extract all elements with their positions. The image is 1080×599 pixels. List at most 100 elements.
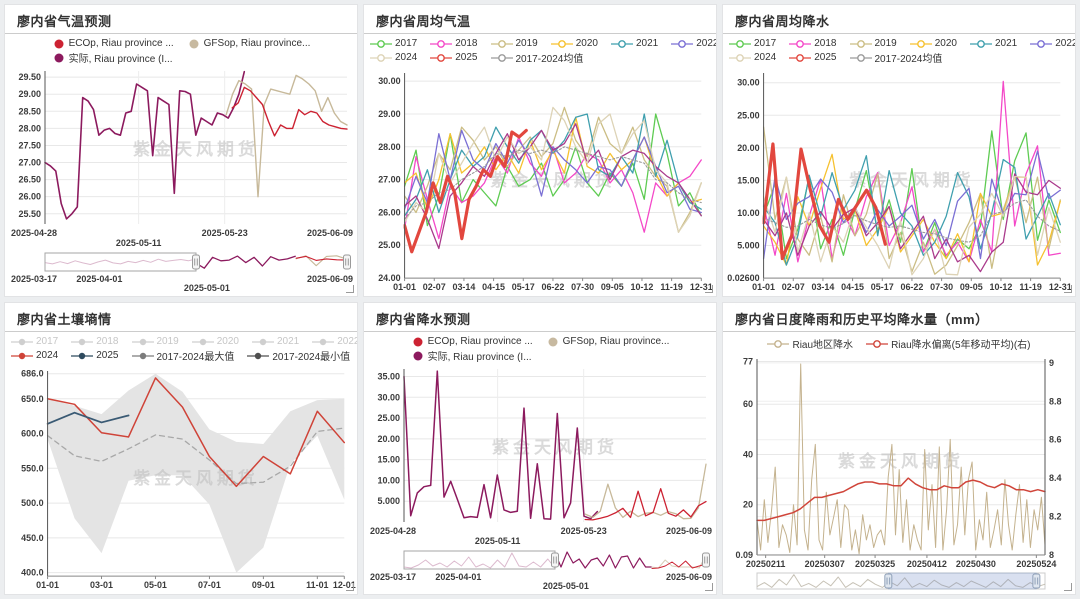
resize-handle-icon[interactable] xyxy=(705,583,713,591)
chart-canvas[interactable]: 紫金天风期货 29.50 29.00 28.50 28.00 27.50 27.00 26.5… xyxy=(5,65,357,295)
legend-marker-icon xyxy=(849,39,872,48)
legend-item[interactable]: 2021 xyxy=(252,336,299,347)
series-2025[interactable] xyxy=(403,128,528,254)
legend-marker-icon xyxy=(767,339,790,348)
legend-item[interactable]: 2020 xyxy=(191,336,239,347)
navigator-handle[interactable] xyxy=(1032,573,1041,589)
y-tick-label: 27.50 xyxy=(18,140,41,150)
series-mean[interactable] xyxy=(404,146,702,220)
series-2025[interactable] xyxy=(46,411,130,425)
legend-item[interactable]: 2022 xyxy=(671,38,717,49)
legend-item[interactable]: 2017 xyxy=(11,336,58,347)
legend-item[interactable]: 2020 xyxy=(909,38,957,49)
legend-item[interactable]: 2021 xyxy=(970,38,1017,49)
legend-marker-icon xyxy=(370,53,392,62)
legend-item[interactable]: 2024 xyxy=(729,50,776,65)
legend-item[interactable]: 2024 xyxy=(370,50,417,65)
series-mean[interactable] xyxy=(46,427,345,485)
chart-canvas[interactable]: 紫金天风期货35.0030.0025.0020.0015.0010.005.00… xyxy=(364,363,716,593)
resize-handle-icon[interactable] xyxy=(1064,285,1072,293)
navigator-mask-outline[interactable] xyxy=(44,252,197,272)
legend-item[interactable]: 2025 xyxy=(71,348,119,363)
legend-label: 2022 xyxy=(337,336,358,347)
series-precip[interactable] xyxy=(756,363,1046,555)
series-2024[interactable] xyxy=(403,106,702,233)
panel-temp-forecast: 廖内省气温预测 ECOp, Riau province ... GFSop, Ri… xyxy=(4,4,358,297)
series-2022[interactable] xyxy=(762,150,1061,260)
legend-item[interactable]: 2022 xyxy=(1030,38,1075,49)
navigator-handle[interactable] xyxy=(884,573,893,589)
y-tick-label: 25.00 xyxy=(377,413,400,423)
y2-tick-label: 9 xyxy=(1049,358,1054,368)
legend-item[interactable]: 2017-2024最大值 xyxy=(131,348,234,363)
series-2019[interactable] xyxy=(403,106,702,233)
legend-item[interactable]: 2025 xyxy=(430,50,478,65)
legend-item[interactable]: 2020 xyxy=(550,38,598,49)
legend-item[interactable]: 2017-2024均值 xyxy=(849,50,942,65)
legend-item[interactable]: 2019 xyxy=(131,336,179,347)
legend-item[interactable]: 实际, Riau province (I... xyxy=(411,348,532,363)
resize-handle-icon[interactable] xyxy=(705,285,713,293)
series-ECOp[interactable] xyxy=(231,86,348,137)
legend-item[interactable]: 2018 xyxy=(430,38,478,49)
legend-item[interactable]: 2018 xyxy=(71,336,119,347)
series-2021[interactable] xyxy=(762,155,1061,266)
series-2019[interactable] xyxy=(762,126,1061,275)
navigator-handle[interactable] xyxy=(343,254,351,270)
legend-marker-icon xyxy=(413,351,423,360)
series-2017[interactable] xyxy=(762,130,1061,260)
series-GFSop[interactable] xyxy=(584,463,707,520)
y-tick-label: 600.0 xyxy=(21,429,43,439)
legend-item[interactable]: 2019 xyxy=(849,38,897,49)
chart-canvas[interactable]: 紫金天风期货30.0029.0028.0027.0026.0025.0024.0… xyxy=(364,65,716,296)
series-2024[interactable] xyxy=(46,377,346,488)
series-ECOp[interactable] xyxy=(584,488,707,521)
legend-item[interactable]: 2025 xyxy=(789,50,837,65)
series-2024[interactable] xyxy=(762,175,1061,276)
y-tick-label: 0.02600 xyxy=(727,273,759,283)
series-actual[interactable] xyxy=(403,370,599,520)
legend-item[interactable]: 实际, Riau province (I... xyxy=(52,50,173,65)
legend-item[interactable]: 2017-2024均值 xyxy=(490,50,583,65)
x-tick-label: 20250325 xyxy=(855,559,895,569)
navigator-handle[interactable] xyxy=(702,552,710,568)
series-GFSop[interactable] xyxy=(225,74,348,198)
legend-item[interactable]: ECOp, Riau province ... xyxy=(52,38,174,49)
chart-canvas[interactable]: 紫金天风期货 77 60 40 20 0.09 9 8.8 8.6 8.4 8.2 8 20250211… xyxy=(723,351,1075,593)
series-deviation[interactable] xyxy=(756,477,1046,522)
resize-handle-icon[interactable] xyxy=(1064,583,1072,591)
chart-canvas[interactable]: 紫金天风期货30.0025.0020.0015.0010.005.0000.02… xyxy=(723,65,1075,296)
y-tick-label: 77 xyxy=(743,357,753,367)
legend-item[interactable]: 2018 xyxy=(789,38,837,49)
series-2025[interactable] xyxy=(762,142,887,261)
legend-item[interactable]: 2017-2024最小值 xyxy=(247,348,350,363)
legend-label: 2022 xyxy=(696,38,717,49)
series-2022[interactable] xyxy=(403,129,702,214)
legend-item[interactable]: ECOp, Riau province ... xyxy=(411,336,533,347)
legend-marker-icon xyxy=(789,53,812,62)
chart-canvas[interactable]: 紫金天风期货 686.0 650.0 600.0 550.0 500.0 450.0 400.… xyxy=(5,363,357,594)
legend-item[interactable]: GFSop, Riau province... xyxy=(546,336,669,347)
navigator-handle[interactable] xyxy=(192,254,200,270)
legend-item[interactable]: 2017 xyxy=(729,38,776,49)
legend-item[interactable]: GFSop, Riau province... xyxy=(187,38,310,49)
resize-handle-icon[interactable] xyxy=(346,583,354,591)
legend-item[interactable]: 2024 xyxy=(11,348,58,363)
y-tick-label: 500.0 xyxy=(21,498,43,508)
series-actual[interactable] xyxy=(44,70,246,220)
navigator-handle[interactable] xyxy=(551,552,559,568)
x-tick-label: 04-15 xyxy=(482,282,505,292)
series-mean[interactable] xyxy=(763,199,1061,243)
legend-item[interactable]: Riau地区降水 xyxy=(767,336,853,351)
navigator-selected-range[interactable] xyxy=(888,572,1037,590)
panel-precip-forecast: 廖内省降水预测 ECOp, Riau province ... GFSop, Ri… xyxy=(363,302,717,595)
legend-item[interactable]: 2022 xyxy=(312,336,358,347)
navigator-mask-outline[interactable] xyxy=(403,550,556,570)
legend-label: 实际, Riau province (I... xyxy=(68,54,173,65)
legend-item[interactable]: 2019 xyxy=(490,38,538,49)
legend-item[interactable]: 2021 xyxy=(611,38,658,49)
legend-item[interactable]: Riau降水偏离(5年移动平均)(右) xyxy=(866,336,1031,351)
resize-handle-icon[interactable] xyxy=(346,285,354,293)
x-tick-label: 07-01 xyxy=(198,580,221,590)
legend-item[interactable]: 2017 xyxy=(370,38,417,49)
